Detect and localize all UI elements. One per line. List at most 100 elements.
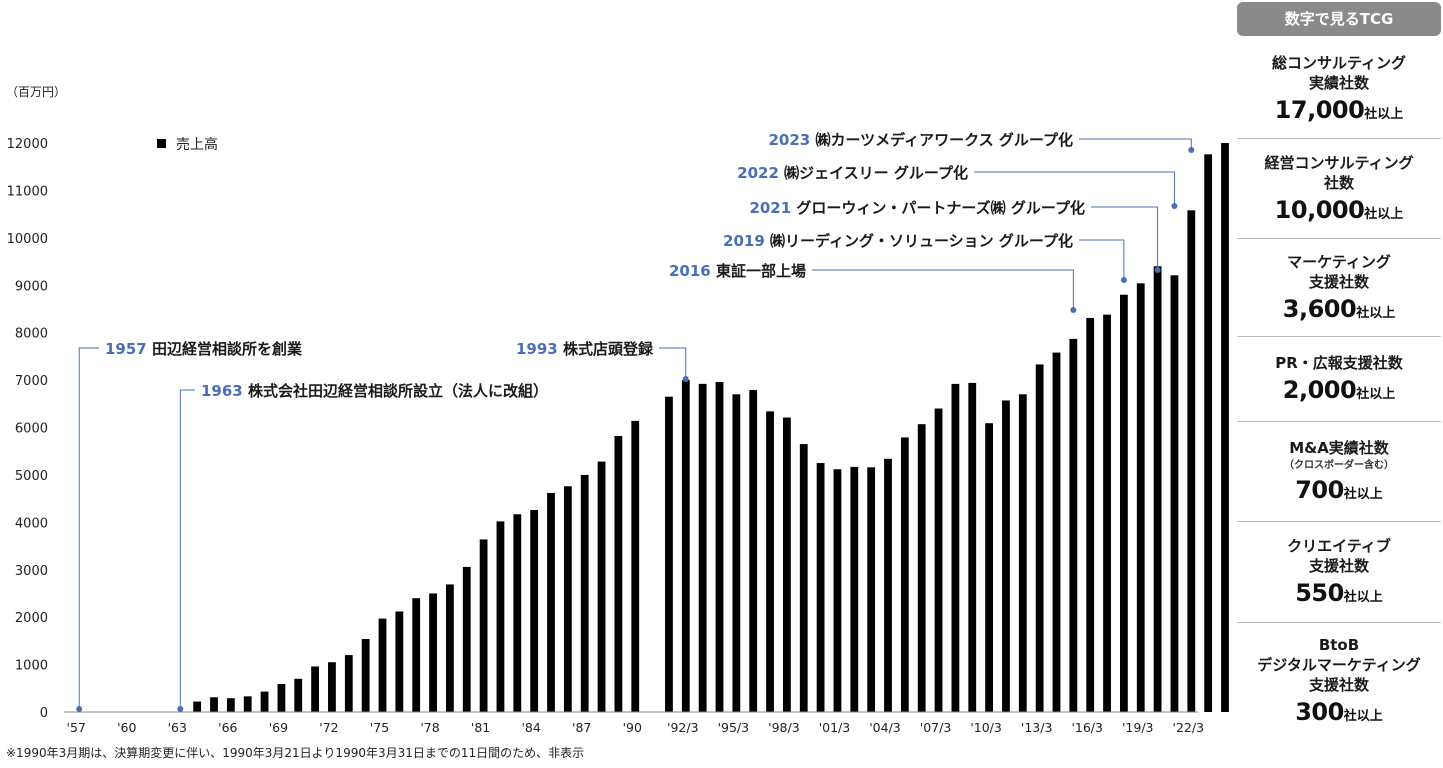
annotation-leader-line — [659, 347, 687, 379]
bar — [378, 618, 387, 712]
stat-label: PR・広報支援社数 — [1275, 354, 1403, 372]
bar — [1153, 266, 1162, 712]
bar — [193, 701, 202, 712]
x-tick-label: '66 — [218, 720, 237, 735]
x-tick-label: '98/3 — [768, 720, 800, 735]
y-tick-label: 7000 — [15, 374, 48, 389]
x-tick-label: '95/3 — [718, 720, 750, 735]
x-tick-label: '84 — [521, 720, 540, 735]
y-tick-label: 3000 — [15, 564, 48, 579]
bar — [631, 420, 640, 712]
annotation-dot — [1171, 203, 1178, 209]
annotation-label: 2016 東証一部上場 — [669, 262, 806, 280]
annotation-label: 1957 田辺経営相談所を創業 — [105, 340, 303, 358]
x-tick-label: '60 — [117, 720, 136, 735]
x-tick-label: '19/3 — [1122, 720, 1154, 735]
stat-total-consulting: 総コンサルティング 実績社数 17,000社以上 — [1237, 40, 1441, 139]
y-tick-label: 0 — [40, 706, 48, 721]
annotation-label: 2022 ㈱ジェイスリー グループ化 — [737, 164, 968, 182]
bar — [210, 697, 218, 712]
x-tick-label: '75 — [370, 720, 389, 735]
bar — [513, 514, 522, 712]
y-axis: 0 1000 2000 3000 4000 5000 6000 7000 8000 9000 100… — [7, 137, 48, 721]
bar — [884, 458, 892, 712]
x-tick-label: '04/3 — [869, 720, 901, 735]
stat-label: BtoB デジタルマーケティング 支援社数 — [1257, 636, 1421, 694]
stat-note: （クロスボーダー含む） — [1284, 460, 1394, 471]
stat-value: 10,000 — [1274, 195, 1365, 224]
bar — [1069, 338, 1078, 712]
bar — [1170, 275, 1179, 712]
bar — [597, 461, 606, 712]
bar — [1187, 210, 1196, 712]
bar — [766, 411, 774, 712]
stat-label: マーケティング 支援社数 — [1287, 252, 1391, 291]
x-tick-label: '16/3 — [1071, 720, 1103, 735]
bar — [1002, 400, 1010, 712]
stat-management-consulting: 経営コンサルティング 社数 10,000社以上 — [1237, 139, 1441, 239]
bar — [277, 684, 286, 712]
bar — [395, 611, 404, 712]
bar — [344, 655, 353, 712]
bar — [1052, 352, 1061, 712]
bar — [1086, 317, 1095, 712]
bar — [563, 486, 572, 712]
y-tick-label: 12000 — [7, 137, 48, 152]
annotation-label: 2019 ㈱リーディング・ソリューション グループ化 — [723, 232, 1073, 250]
annotation-dot — [1188, 147, 1195, 153]
bar — [799, 444, 808, 712]
annotation-dot — [76, 706, 83, 712]
sales-chart: （百万円） 売上高 0 1000 2000 3000 4000 5000 6000 7000 8… — [6, 85, 1229, 735]
bar — [328, 662, 336, 712]
y-tick-label: 8000 — [15, 327, 48, 342]
stat-unit: 社以上 — [1364, 206, 1404, 222]
bar — [816, 463, 825, 712]
stat-creative-support: クリエイティブ 支援社数 550社以上 — [1237, 522, 1441, 623]
x-tick-label: '63 — [168, 720, 187, 735]
bar — [681, 380, 690, 712]
stat-label: 総コンサルティング 実績社数 — [1271, 54, 1407, 92]
bar — [479, 539, 488, 712]
stat-unit: 社以上 — [1343, 487, 1383, 502]
bar — [429, 593, 437, 712]
bar — [698, 383, 707, 712]
bar — [934, 408, 943, 712]
bar — [1018, 394, 1027, 712]
bar — [968, 382, 977, 712]
x-tick-label: '01/3 — [819, 720, 851, 735]
bar — [985, 423, 993, 712]
stat-value: 17,000 — [1274, 96, 1365, 124]
bar — [496, 521, 505, 712]
stat-unit: 社以上 — [1356, 305, 1396, 321]
annotation-label: 2023 ㈱カーツメディアワークス グループ化 — [768, 131, 1073, 149]
annotation-leader-line — [812, 269, 1074, 310]
y-unit-label: （百万円） — [6, 85, 66, 99]
annotation-leader-line — [1079, 239, 1125, 280]
annotation-dot — [1154, 267, 1161, 273]
annotation-leader-line — [1079, 138, 1192, 150]
x-tick-label: '81 — [471, 720, 490, 735]
bar — [243, 696, 252, 712]
stats-panel-header: 数字で見るTCG — [1237, 2, 1441, 36]
stat-pr-support: PR・広報支援社数 2,000社以上 — [1237, 337, 1441, 422]
x-tick-label: '72 — [319, 720, 338, 735]
x-tick-label: '10/3 — [970, 720, 1002, 735]
annotation-label: 1963 株式会社田辺経営相談所設立（法人に改組） — [201, 382, 548, 400]
legend-swatch — [157, 139, 166, 148]
bar — [294, 678, 303, 712]
stats-panel: 数字で見るTCG 総コンサルティング 実績社数 17,000社以上 経営コンサル… — [1237, 2, 1441, 739]
y-tick-label: 9000 — [15, 279, 48, 294]
stat-value: 550 — [1295, 579, 1344, 607]
bar — [1103, 314, 1111, 712]
bar — [783, 417, 791, 712]
bar — [867, 467, 876, 712]
annotation-dot — [177, 706, 184, 712]
y-tick-label: 1000 — [15, 659, 48, 674]
y-tick-label: 11000 — [7, 184, 48, 199]
x-axis: '57 '60 '63 '66 '69 '72 '75 '78 '81 '84 '87 '90 '92/… — [67, 720, 1205, 735]
bar — [900, 437, 909, 712]
bar — [226, 698, 235, 712]
bar — [580, 474, 589, 712]
bar — [715, 381, 724, 712]
bar — [833, 469, 842, 712]
